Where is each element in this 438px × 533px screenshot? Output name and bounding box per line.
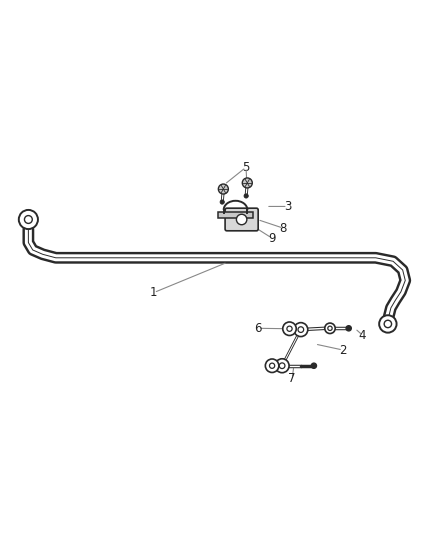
FancyBboxPatch shape — [225, 208, 258, 231]
Text: 4: 4 — [359, 329, 366, 342]
Text: 7: 7 — [288, 372, 296, 385]
Text: 5: 5 — [242, 161, 250, 174]
Circle shape — [25, 215, 32, 223]
Circle shape — [298, 327, 304, 333]
Circle shape — [275, 359, 289, 373]
Text: 3: 3 — [284, 200, 291, 213]
Circle shape — [269, 363, 275, 368]
Circle shape — [244, 194, 248, 198]
Text: 9: 9 — [268, 232, 276, 245]
Circle shape — [384, 320, 392, 328]
Circle shape — [294, 322, 308, 336]
Circle shape — [19, 210, 38, 229]
Circle shape — [328, 326, 332, 330]
Text: 6: 6 — [254, 322, 262, 335]
Circle shape — [265, 359, 279, 373]
Circle shape — [283, 322, 296, 335]
Bar — [218, 212, 253, 218]
Circle shape — [242, 178, 252, 188]
Text: 1: 1 — [150, 286, 158, 299]
Circle shape — [220, 200, 224, 204]
Circle shape — [237, 214, 247, 225]
Text: 2: 2 — [339, 344, 347, 357]
Circle shape — [219, 184, 228, 194]
Circle shape — [279, 363, 285, 368]
Circle shape — [346, 326, 351, 331]
Text: 8: 8 — [280, 222, 287, 235]
Circle shape — [311, 363, 317, 368]
Circle shape — [287, 326, 292, 332]
Circle shape — [325, 323, 335, 334]
Circle shape — [379, 315, 396, 333]
